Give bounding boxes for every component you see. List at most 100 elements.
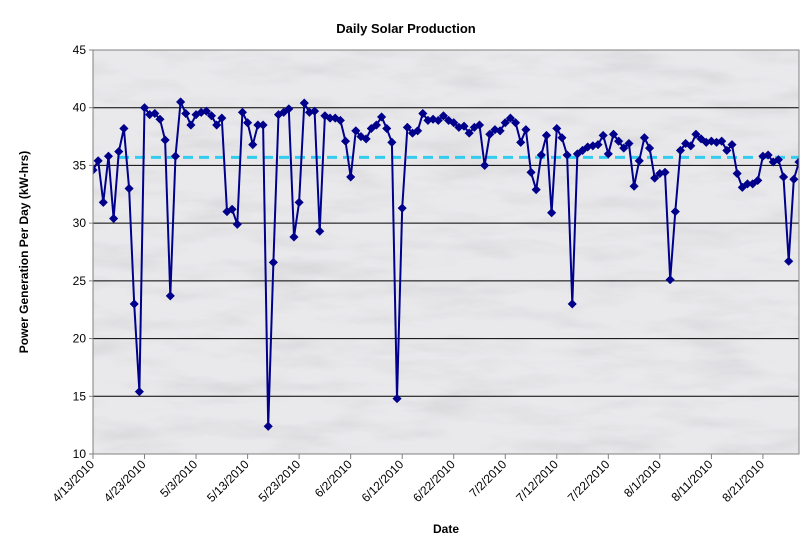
data-point [263,421,273,431]
data-point [443,115,454,126]
data-point [206,111,217,121]
data-point [670,206,680,217]
data-point [119,123,129,134]
data-point [335,115,346,126]
data-point [562,150,572,160]
data-point [170,151,181,161]
y-tick-label: 15 [73,389,87,403]
data-point [459,121,469,131]
x-tick-label: 8/21/2010 [719,457,767,505]
data-point [98,197,108,208]
data-point [495,126,505,136]
data-point [479,160,490,171]
data-point [402,122,413,132]
data-point [237,107,248,117]
data-point [485,129,495,139]
y-tick-label: 20 [73,332,87,346]
x-tick-label: 4/13/2010 [49,457,97,505]
data-point [309,106,320,116]
y-tick-label: 25 [73,274,87,288]
y-tick-label: 30 [73,216,87,230]
x-tick-label: 7/12/2010 [513,457,561,505]
data-point [567,299,577,309]
data-point [330,113,340,123]
data-point [629,181,639,191]
data-point [675,145,686,156]
data-point [510,118,521,128]
data-point [227,204,237,214]
data-point [516,137,526,147]
data-point [521,124,531,135]
x-tick-label: 6/22/2010 [410,457,458,505]
data-point [356,131,366,142]
data-point [794,157,799,167]
data-point [598,130,608,141]
data-point [778,172,789,182]
data-point [93,156,103,166]
x-tick-label: 7/22/2010 [565,457,613,505]
y-tick-label: 40 [73,101,87,115]
data-point [557,133,567,143]
data-point [773,155,784,165]
data-point [413,126,423,136]
data-point [753,175,763,186]
data-point [248,139,258,150]
data-point [531,185,541,195]
x-axis-label: Date [433,522,459,536]
data-point [593,139,603,150]
y-tick-label: 35 [73,158,87,172]
data-point [722,145,732,156]
x-tick-label: 6/12/2010 [359,457,407,505]
data-point [660,167,670,178]
data-point [613,136,624,146]
data-point [639,133,650,143]
data-point [217,113,227,123]
data-point [134,387,145,397]
gridlines [93,107,799,397]
data-point [284,104,294,114]
data-point [505,113,516,123]
data-point [175,97,186,107]
data-point [464,128,474,138]
plot-border [92,49,800,455]
data-point [732,168,742,179]
x-tick-label: 8/11/2010 [668,457,715,504]
data-point [526,167,536,178]
data-point [139,103,150,113]
x-tick-label: 5/3/2010 [157,457,200,500]
data-point [634,156,644,166]
data-point [268,257,279,268]
data-point [665,275,675,285]
x-tick-label: 5/23/2010 [256,457,304,505]
data-point [181,108,191,119]
data-point [433,115,443,126]
data-point [691,129,701,139]
data-point [500,118,510,128]
chart-title: Daily Solar Production [336,21,475,36]
data-point [108,213,119,224]
x-tick-label: 5/13/2010 [204,457,252,505]
data-point [103,151,114,161]
data-point [160,135,170,145]
y-tick-label: 10 [73,447,87,461]
data-point [789,174,799,184]
data-point [541,130,552,141]
data-point [346,172,356,182]
data-point [371,120,382,130]
data-point [155,114,165,124]
data-point [686,141,696,151]
x-tick-label: 4/23/2010 [101,457,149,505]
data-point [129,299,139,309]
data-point [242,118,253,128]
data-point [299,98,309,108]
y-axis-label: Power Generation Per Day (kW-hrs) [17,151,31,353]
x-tick-label: 6/2/2010 [312,457,355,500]
data-point [717,136,727,146]
data-point [201,106,212,116]
data-point [150,108,160,119]
data-point [536,150,546,160]
y-axis-ticks: 10 15 20 25 30 35 40 45 [73,43,93,461]
data-point [320,111,330,121]
data-point [351,126,361,136]
